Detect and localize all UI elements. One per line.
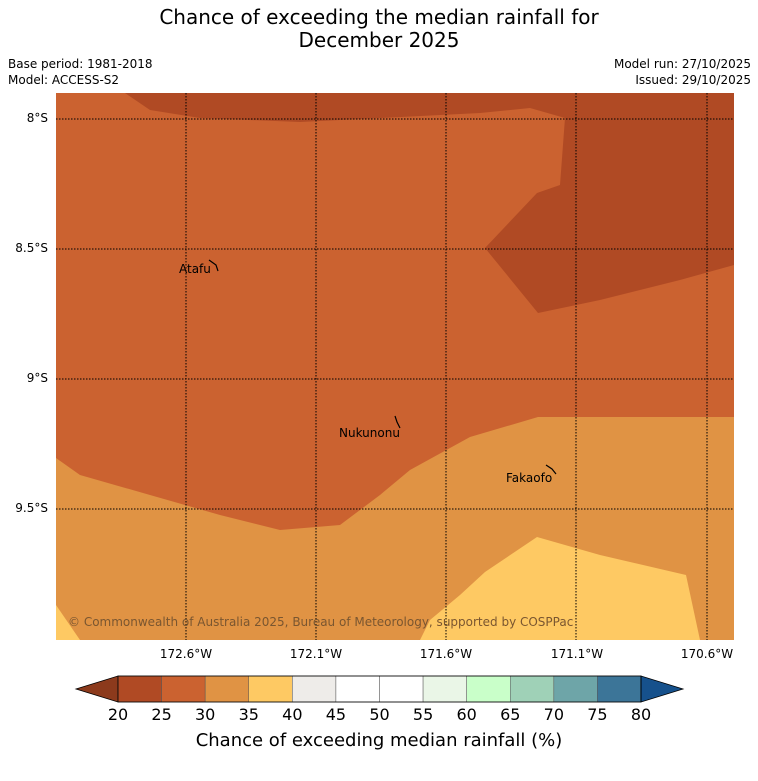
atafu-outline	[208, 259, 219, 272]
colorbar-swatch-20	[117, 675, 162, 703]
title-line-2: December 2025	[298, 28, 460, 52]
colorbar-swatch-65	[510, 675, 555, 703]
colorbar-swatch-55	[422, 675, 467, 703]
lon-label-171-1: 171.1°W	[550, 647, 604, 661]
base-period: Base period: 1981-2018	[8, 57, 153, 71]
colorbar-under-arrow	[74, 675, 119, 703]
colorbar-swatch-60	[466, 675, 511, 703]
colorbar-tick-20: 20	[107, 705, 129, 724]
colorbar-swatch-35	[248, 675, 293, 703]
colorbar-tick-65: 65	[500, 705, 521, 724]
lat-label-8: 8°S	[26, 111, 48, 125]
colorbar	[74, 675, 685, 703]
colorbar-swatch-40	[292, 675, 337, 703]
lon-label-170-6: 170.6°W	[680, 647, 734, 661]
model-name: Model: ACCESS-S2	[8, 73, 120, 87]
place-labels: Atafu Nukunonu Fakaofo	[179, 262, 552, 485]
map-title: Chance of exceeding the median rainfall …	[0, 6, 758, 52]
colorbar-swatch-50	[379, 675, 424, 703]
metadata-right: Model run: 27/10/2025 Issued: 29/10/2025	[614, 56, 751, 88]
colorbar-tick-30: 30	[194, 705, 216, 724]
copyright-notice: © Commonwealth of Australia 2025, Bureau…	[68, 615, 573, 629]
lat-label-9-5: 9.5°S	[15, 501, 48, 515]
metadata-left: Base period: 1981-2018 Model: ACCESS-S2	[8, 56, 153, 88]
fakaofo-outline	[545, 464, 557, 475]
colorbar-tick-70: 70	[543, 705, 564, 724]
issued-date: Issued: 29/10/2025	[635, 73, 751, 87]
region-35-40	[420, 537, 700, 640]
lon-label-172-6: 172.6°W	[159, 647, 213, 661]
lat-label-8-5: 8.5°S	[15, 241, 48, 255]
colorbar-tick-50: 50	[369, 705, 390, 724]
colorbar-tick-75: 75	[587, 705, 608, 724]
region-35-40-corner	[56, 605, 80, 640]
title-line-1: Chance of exceeding the median rainfall …	[159, 5, 599, 29]
colorbar-swatch-75	[597, 675, 642, 703]
model-run: Model run: 27/10/2025	[613, 57, 751, 71]
nukunonu-outline	[394, 415, 401, 429]
colorbar-tick-45: 45	[325, 705, 347, 724]
colorbar-frame	[117, 675, 642, 703]
place-label-nukunonu: Nukunonu	[339, 426, 400, 440]
place-label-atafu: Atafu	[179, 262, 211, 276]
lon-label-171-6: 171.6°W	[419, 647, 473, 661]
colorbar-over-arrow	[640, 675, 685, 703]
colorbar-tick-80: 80	[630, 705, 652, 724]
graticule	[56, 93, 734, 640]
colorbar-tick-35: 35	[238, 705, 259, 724]
colorbar-label: Chance of exceeding median rainfall (%)	[195, 730, 563, 751]
colorbar-tick-25: 25	[151, 705, 172, 724]
lat-label-9: 9°S	[26, 371, 48, 385]
place-label-fakaofo: Fakaofo	[506, 471, 552, 485]
colorbar-swatch-45	[335, 675, 380, 703]
colorbar-tick-55: 55	[412, 705, 434, 724]
contour-regions	[56, 93, 734, 640]
lon-label-172-1: 172.1°W	[289, 647, 343, 661]
colorbar-swatch-30	[204, 675, 250, 703]
colorbar-tick-60: 60	[456, 705, 477, 724]
region-20-25-top	[56, 93, 734, 313]
colorbar-swatch-25	[161, 675, 206, 703]
colorbar-swatch-70	[553, 675, 598, 703]
colorbar-tick-40: 40	[282, 705, 303, 724]
atolls	[208, 259, 557, 475]
